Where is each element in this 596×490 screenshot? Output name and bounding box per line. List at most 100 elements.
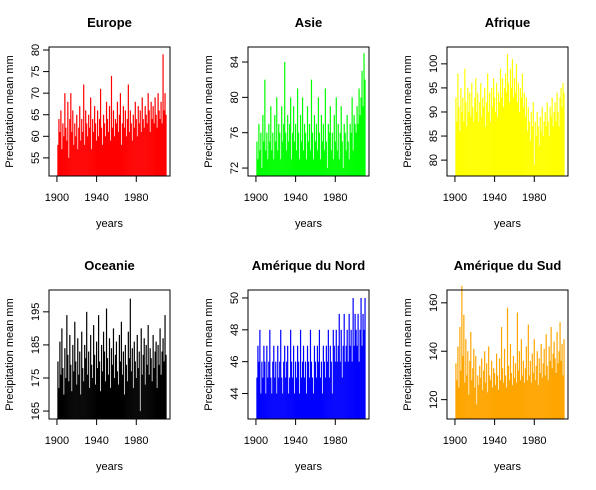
bar <box>314 361 317 419</box>
bar <box>124 110 126 176</box>
bar <box>346 115 348 176</box>
bar <box>284 62 286 176</box>
bar <box>119 93 122 176</box>
bar <box>163 110 165 176</box>
bar <box>512 356 515 419</box>
bar <box>127 84 129 176</box>
bar <box>277 150 279 176</box>
bar <box>326 361 328 419</box>
bar <box>455 363 457 419</box>
bar <box>320 115 322 176</box>
bar <box>130 123 132 176</box>
bar <box>487 392 489 419</box>
y-tick-label: 80 <box>30 44 42 56</box>
y-tick-label: 80 <box>428 154 440 166</box>
bar <box>522 360 524 419</box>
bar <box>75 136 77 176</box>
x-tick-label: 1900 <box>45 192 69 204</box>
bar <box>546 365 548 419</box>
bar <box>314 141 317 176</box>
bar <box>72 344 74 419</box>
bar <box>138 123 140 176</box>
bar <box>501 78 504 176</box>
bar <box>69 119 71 176</box>
bar <box>122 106 124 176</box>
bar <box>500 97 503 176</box>
bar <box>486 363 488 419</box>
bar <box>298 393 301 419</box>
y-tick-label: 165 <box>30 402 42 420</box>
bar <box>528 375 530 419</box>
bar <box>267 377 269 419</box>
bar <box>560 87 562 176</box>
bar <box>330 150 332 176</box>
x-axis-label: years <box>295 218 322 230</box>
x-axis-label: years <box>96 461 123 473</box>
bar <box>362 313 364 419</box>
bar <box>470 331 472 419</box>
bar <box>85 358 87 419</box>
bar <box>324 377 326 419</box>
bar <box>256 377 258 419</box>
bar <box>362 106 364 176</box>
bar <box>494 373 496 419</box>
bar <box>99 391 102 419</box>
bar <box>546 102 548 176</box>
bar <box>261 168 263 176</box>
bar <box>87 374 89 419</box>
bar <box>332 159 334 176</box>
bar <box>478 385 480 419</box>
bar <box>157 344 159 419</box>
bar <box>519 87 521 176</box>
bar <box>473 348 475 419</box>
bar <box>498 358 501 419</box>
bar <box>311 377 314 419</box>
bar <box>275 361 277 419</box>
bar <box>514 92 517 176</box>
bar <box>506 54 509 176</box>
y-tick-label: 70 <box>30 87 42 99</box>
bar <box>128 358 130 419</box>
bar <box>287 115 289 176</box>
bar <box>499 68 502 176</box>
bar <box>505 92 508 176</box>
bar <box>545 334 547 419</box>
bar <box>520 339 522 419</box>
bar <box>297 132 300 176</box>
bar <box>90 334 92 419</box>
bar <box>110 348 113 419</box>
bar <box>359 329 361 419</box>
bar <box>519 380 521 419</box>
bar <box>479 365 481 419</box>
bar <box>483 107 485 176</box>
bar <box>456 121 458 176</box>
bar <box>486 102 488 176</box>
bar <box>353 345 355 419</box>
bar <box>526 380 528 419</box>
bar <box>268 123 270 176</box>
bar <box>489 92 491 176</box>
bar <box>555 373 557 419</box>
bar <box>523 92 525 176</box>
bar <box>541 377 543 419</box>
bar <box>306 106 309 176</box>
bar <box>298 159 301 176</box>
bar <box>59 341 61 419</box>
bar <box>347 361 349 419</box>
bar <box>143 127 145 176</box>
bar <box>323 150 325 176</box>
bar <box>303 377 306 419</box>
bar <box>139 411 141 419</box>
bar <box>356 106 358 176</box>
bar <box>135 377 137 419</box>
bar <box>514 363 517 419</box>
bar <box>503 87 506 176</box>
bar <box>551 97 553 176</box>
bar <box>360 297 362 419</box>
bar <box>329 345 331 419</box>
bar <box>108 338 111 419</box>
bar <box>59 131 61 176</box>
bar <box>527 324 529 419</box>
bar <box>62 123 64 176</box>
bar <box>100 344 103 419</box>
